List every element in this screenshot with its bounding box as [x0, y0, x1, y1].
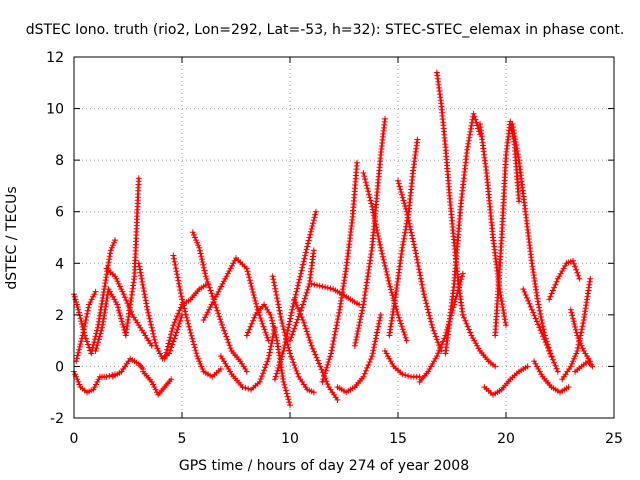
- series-markers: [189, 229, 250, 375]
- series: [382, 348, 423, 380]
- series-markers: [334, 311, 384, 396]
- series-markers: [291, 296, 341, 403]
- series: [546, 257, 583, 303]
- series: [351, 115, 388, 349]
- x-tick-label: 25: [605, 431, 623, 447]
- series-markers: [382, 348, 423, 380]
- series-markers: [509, 121, 555, 360]
- series: [109, 355, 147, 380]
- series: [140, 368, 175, 398]
- series-markers: [395, 177, 445, 354]
- y-tick-label: -2: [50, 411, 64, 427]
- series-markers: [386, 136, 421, 339]
- series-line: [321, 161, 359, 383]
- series-markers: [287, 247, 317, 344]
- series: [442, 110, 484, 357]
- series: [572, 358, 596, 375]
- series-markers: [109, 355, 147, 380]
- series-markers: [351, 115, 388, 349]
- series-markers: [546, 257, 583, 303]
- series-line: [310, 282, 361, 306]
- series-markers: [161, 280, 211, 362]
- series: [520, 286, 561, 375]
- series: [291, 296, 341, 403]
- series: [395, 177, 445, 354]
- series: [559, 275, 594, 383]
- series: [334, 311, 384, 396]
- series-markers: [442, 110, 484, 357]
- series-markers: [572, 358, 596, 375]
- series: [319, 159, 360, 385]
- series-markers: [200, 255, 272, 344]
- series: [269, 273, 317, 396]
- x-tick-label: 15: [389, 431, 407, 447]
- series-markers: [170, 252, 224, 380]
- y-tick-label: 6: [55, 205, 64, 221]
- chart-title: dSTEC Iono. truth (rio2, Lon=292, Lat=-5…: [26, 22, 625, 38]
- plot-series: [71, 69, 596, 409]
- y-tick-label: 2: [55, 308, 64, 324]
- series: [509, 121, 555, 360]
- series-markers: [217, 324, 278, 393]
- x-tick-label: 20: [497, 431, 515, 447]
- series-markers: [271, 208, 319, 383]
- y-tick-label: 4: [55, 256, 64, 272]
- axis-ticks: 0 5 10 15 20 25 -2 0 2 4 6 8 10 12: [46, 50, 623, 447]
- series: [217, 324, 278, 393]
- y-axis-label: dSTEC / TECUs: [4, 186, 20, 289]
- series-markers: [92, 175, 142, 354]
- series-markers: [559, 275, 594, 383]
- series-markers: [269, 273, 317, 396]
- series-markers: [71, 368, 118, 396]
- series: [103, 265, 155, 349]
- series: [287, 247, 317, 344]
- series: [161, 280, 211, 362]
- series-line: [574, 360, 594, 373]
- series: [386, 136, 421, 339]
- series-markers: [481, 363, 531, 398]
- series-markers: [531, 358, 572, 396]
- series-markers: [308, 280, 363, 308]
- y-tick-label: 8: [55, 153, 64, 169]
- series-markers: [520, 286, 561, 375]
- series: [271, 208, 319, 383]
- x-axis-label: GPS time / hours of day 274 of year 2008: [179, 458, 469, 474]
- series: [189, 229, 250, 375]
- series: [92, 175, 142, 354]
- x-tick-label: 10: [281, 431, 299, 447]
- plot-frame: [73, 56, 615, 419]
- x-tick-label: 5: [178, 431, 187, 447]
- y-tick-label: 12: [46, 50, 64, 66]
- series: [567, 306, 594, 365]
- series: [73, 288, 99, 365]
- series: [481, 363, 531, 398]
- series-markers: [103, 265, 155, 349]
- y-tick-label: 0: [55, 359, 64, 375]
- series-markers: [140, 368, 175, 398]
- series-markers: [73, 288, 99, 365]
- series: [200, 255, 272, 344]
- series: [308, 280, 363, 308]
- series: [71, 368, 118, 396]
- series-markers: [319, 159, 360, 385]
- y-tick-label: 10: [46, 102, 64, 118]
- series-line: [461, 313, 497, 368]
- series: [531, 358, 572, 396]
- series: [459, 311, 499, 370]
- series-markers: [567, 306, 594, 365]
- series-line: [288, 249, 315, 342]
- x-tick-label: 0: [70, 431, 79, 447]
- series: [243, 301, 293, 409]
- series: [170, 252, 224, 380]
- series-markers: [459, 311, 499, 370]
